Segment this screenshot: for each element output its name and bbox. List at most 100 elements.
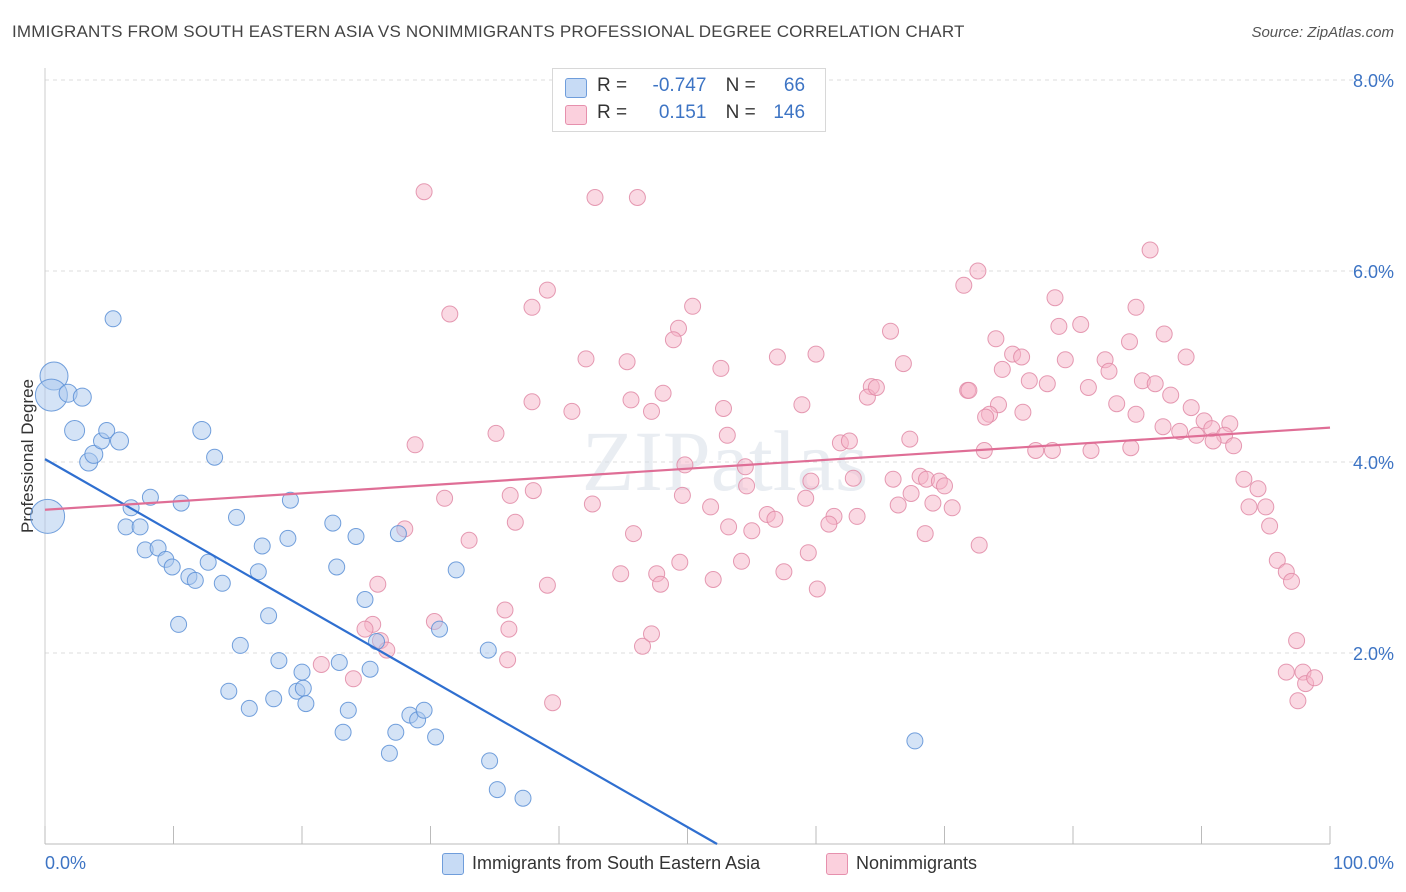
- data-point: [960, 381, 978, 399]
- data-point: [797, 489, 815, 507]
- data-point: [987, 330, 1005, 348]
- data-point: [1154, 418, 1172, 436]
- data-point: [260, 607, 278, 625]
- data-point: [676, 456, 694, 474]
- data-point: [1108, 395, 1126, 413]
- correlation-legend: R = -0.747 N = 66 R = 0.151 N = 146: [552, 68, 826, 132]
- data-point: [577, 350, 595, 368]
- data-point: [368, 633, 385, 650]
- data-point: [736, 458, 754, 476]
- data-point: [977, 408, 995, 426]
- series-immigrants: [30, 310, 924, 807]
- data-point: [1100, 362, 1118, 380]
- data-point: [1261, 517, 1279, 535]
- data-point: [447, 561, 465, 579]
- data-point: [618, 353, 636, 371]
- data-point: [1249, 480, 1267, 498]
- data-point: [523, 393, 541, 411]
- data-point: [924, 494, 942, 512]
- data-point: [538, 281, 556, 299]
- data-point: [141, 488, 159, 506]
- data-point: [622, 391, 640, 409]
- data-point: [427, 728, 445, 746]
- data-point: [1020, 372, 1038, 390]
- data-point: [380, 744, 398, 762]
- legend-r-value: -0.747: [652, 75, 707, 96]
- data-point: [328, 558, 346, 576]
- y-tick-label: 6.0%: [1353, 262, 1394, 282]
- data-point: [163, 558, 181, 576]
- data-point: [652, 575, 669, 593]
- data-point: [1283, 572, 1300, 590]
- data-point: [228, 508, 245, 526]
- data-point: [970, 536, 988, 554]
- data-point: [249, 563, 267, 581]
- axes: [44, 68, 1331, 845]
- data-point: [1027, 442, 1045, 459]
- data-point: [72, 387, 92, 407]
- data-point: [312, 656, 330, 673]
- data-point: [902, 485, 920, 502]
- data-point: [488, 781, 506, 799]
- data-point: [820, 515, 838, 533]
- data-point: [281, 491, 299, 509]
- trend-line-immigrants: [44, 458, 718, 845]
- data-point: [64, 420, 86, 441]
- data-point: [406, 436, 424, 454]
- data-point: [415, 701, 433, 719]
- data-point: [1171, 422, 1189, 440]
- data-point: [673, 486, 691, 504]
- data-point: [1050, 317, 1068, 335]
- data-point: [1046, 289, 1064, 307]
- data-point: [110, 431, 129, 451]
- data-point: [684, 297, 702, 315]
- data-point: [654, 384, 672, 402]
- data-point: [1056, 351, 1074, 369]
- data-point: [718, 426, 736, 444]
- data-point: [369, 575, 387, 593]
- data-point: [802, 472, 820, 490]
- data-point: [906, 732, 924, 750]
- data-point: [643, 402, 660, 420]
- data-point: [524, 482, 542, 500]
- bottom-legend-swatch-immigrants: [442, 853, 464, 875]
- data-point: [955, 276, 973, 294]
- data-point: [840, 432, 858, 450]
- data-point: [500, 620, 518, 638]
- data-point: [213, 574, 231, 592]
- data-point: [279, 529, 297, 547]
- data-point: [1072, 316, 1090, 333]
- data-point: [206, 448, 224, 466]
- data-point: [265, 690, 283, 708]
- data-point: [715, 400, 732, 417]
- data-point: [901, 430, 919, 448]
- data-point: [1155, 325, 1173, 343]
- data-point: [702, 498, 720, 516]
- data-point: [499, 651, 517, 669]
- data-point: [1306, 669, 1324, 687]
- data-point: [793, 396, 811, 414]
- data-point: [936, 477, 953, 495]
- data-point: [712, 359, 730, 377]
- data-point: [1288, 632, 1306, 650]
- data-point: [1082, 442, 1100, 459]
- data-point: [389, 525, 407, 543]
- data-point: [523, 298, 541, 316]
- legend-n-value: 66: [783, 75, 806, 96]
- data-point: [199, 553, 217, 571]
- data-point: [720, 518, 738, 536]
- legend-swatch-immigrants: [565, 78, 587, 98]
- data-point: [506, 513, 524, 531]
- data-point: [738, 477, 756, 495]
- data-point: [170, 615, 188, 633]
- data-point: [339, 701, 357, 719]
- data-point: [334, 723, 352, 741]
- data-point: [1038, 375, 1056, 393]
- data-point: [1146, 375, 1164, 393]
- data-point: [884, 470, 902, 488]
- data-point: [848, 507, 866, 525]
- data-point: [131, 518, 149, 536]
- data-point: [1127, 298, 1145, 316]
- data-point: [844, 469, 862, 487]
- legend-n-label: N =: [725, 75, 756, 96]
